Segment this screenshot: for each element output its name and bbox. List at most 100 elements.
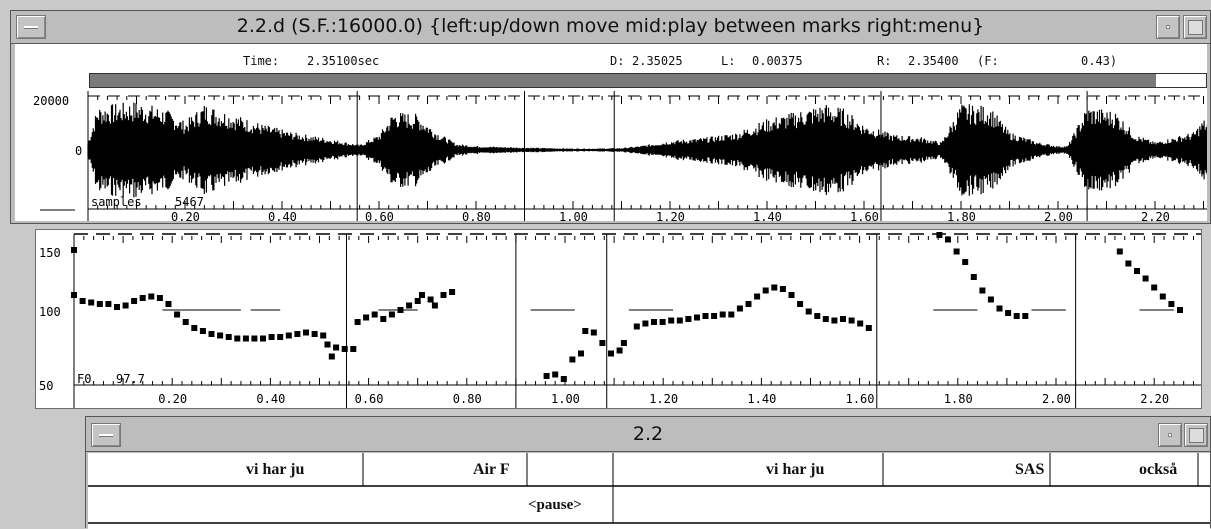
waveform-plot[interactable]: 20000 0 samples 5467 0.20 0.40 0.60 0.80 1.0…: [15, 91, 1207, 221]
pitch-point: [328, 353, 335, 360]
pitch-point: [1005, 310, 1012, 316]
pitch-point: [285, 332, 292, 339]
pitch-point: [1022, 313, 1029, 319]
pitch-point: [1134, 268, 1140, 274]
pitch-point: [702, 313, 709, 319]
waveform-titlebar[interactable]: 2.2.d (S.F.:16000.0) {left:up/down move …: [11, 11, 1210, 44]
pitch-point: [260, 335, 266, 342]
maximize-icon[interactable]: [1184, 423, 1208, 447]
label-tier[interactable]: [88, 453, 1210, 529]
pitch-y-label: 150: [39, 246, 61, 260]
pitch-point: [805, 308, 812, 315]
pitch-point: [1013, 313, 1020, 319]
pitch-point: [371, 311, 378, 318]
l-label: L:: [721, 54, 736, 68]
pitch-point: [616, 347, 623, 354]
pitch-point: [1168, 301, 1175, 307]
pitch-x-tick-label: 2.00: [1042, 392, 1071, 406]
pitch-point: [736, 305, 743, 312]
pitch-point: [303, 329, 309, 336]
pitch-point: [668, 317, 675, 324]
pitch-point: [569, 356, 576, 363]
pitch-point: [848, 317, 855, 324]
pitch-point: [685, 316, 692, 322]
pitch-point: [857, 320, 864, 327]
waveform-content: Time: 2.35100sec D: 2.35025 L: 0.00375 R…: [15, 44, 1207, 221]
pitch-point: [440, 292, 447, 298]
waveform-y-label: 0: [75, 144, 82, 158]
waveform-x-tick-label: 1.60: [850, 210, 879, 221]
minimize-icon[interactable]: [1156, 15, 1180, 39]
window-menu-icon[interactable]: [91, 423, 121, 447]
pitch-x-tick-label: 0.20: [158, 392, 187, 406]
pitch-point: [199, 328, 206, 334]
pitch-point: [148, 293, 155, 300]
r-label: R:: [877, 54, 892, 68]
pitch-point: [608, 350, 614, 357]
pitch-point: [552, 371, 559, 378]
maximize-icon[interactable]: [1183, 15, 1207, 39]
pitch-point: [620, 340, 627, 346]
pitch-point: [1159, 293, 1166, 300]
segment-label[interactable]: vi har ju: [766, 461, 825, 478]
pitch-point: [431, 302, 438, 309]
r-value: 2.35400: [908, 54, 959, 68]
pitch-point: [388, 311, 395, 318]
pause-label[interactable]: <pause>: [528, 497, 582, 513]
pitch-y-label: 50: [39, 379, 53, 393]
segment-label[interactable]: Air F: [473, 461, 510, 478]
waveform-x-tick-label: 0.80: [462, 210, 491, 221]
pitch-point: [71, 247, 77, 253]
pitch-point: [676, 317, 683, 324]
pitch-plot[interactable]: 150 100 50 F0 97.7 0.20 0.40 0.60 0.80 1.00 1…: [36, 230, 1201, 408]
label-titlebar[interactable]: 2.2: [86, 417, 1210, 452]
pitch-point: [414, 298, 421, 304]
pitch-point: [560, 376, 567, 382]
pitch-point: [88, 299, 95, 306]
minimize-icon[interactable]: [1158, 423, 1182, 447]
f-value: 0.43): [1081, 54, 1118, 68]
pitch-x-tick-label: 1.20: [649, 392, 678, 406]
pitch-y-label: 100: [39, 305, 61, 319]
d-value: 2.35025: [632, 54, 683, 68]
window-menu-icon[interactable]: [16, 15, 46, 39]
pitch-point: [277, 334, 284, 340]
waveform-y-label: 20000: [33, 94, 69, 108]
pitch-point: [320, 332, 327, 339]
pitch-point: [762, 287, 769, 294]
segment-label[interactable]: också: [1139, 461, 1178, 478]
pitch-point: [380, 316, 387, 322]
waveform-x-tick-label: 0.20: [171, 210, 200, 221]
pitch-point: [840, 316, 846, 322]
pitch-point: [633, 323, 640, 330]
label-window-title: 2.2: [632, 423, 664, 445]
waveform-x-tick-label: 2.00: [1044, 210, 1073, 221]
waveform-x-tick-label: 0.60: [365, 210, 394, 221]
pitch-point: [96, 301, 103, 307]
pitch-point: [397, 307, 404, 313]
playback-progress-bar[interactable]: [89, 73, 1207, 88]
pitch-point: [105, 301, 112, 307]
samples-label: samples: [91, 195, 142, 209]
segment-label[interactable]: vi har ju: [246, 461, 305, 478]
playback-progress-fill: [90, 74, 1156, 87]
time-label: Time:: [243, 54, 280, 68]
pitch-point: [71, 292, 77, 298]
pitch-point: [651, 319, 657, 325]
pitch-point: [936, 232, 943, 238]
pitch-point: [251, 335, 258, 342]
pitch-point: [191, 325, 198, 331]
pitch-point: [79, 298, 86, 304]
pitch-point: [139, 295, 146, 301]
pitch-point: [419, 292, 425, 298]
segment-label[interactable]: SAS: [1015, 461, 1045, 478]
pitch-point: [242, 335, 249, 342]
pitch-point: [814, 313, 821, 319]
f0-label: F0: [77, 372, 91, 386]
label-tier-area[interactable]: vi har ju Air F vi har ju SAS också <pau…: [88, 453, 1210, 529]
pitch-point: [578, 350, 584, 357]
time-value: 2.35100sec: [307, 54, 380, 68]
pitch-point: [350, 346, 357, 352]
pitch-point: [590, 329, 597, 336]
waveform-x-tick-label: 1.80: [947, 210, 976, 221]
